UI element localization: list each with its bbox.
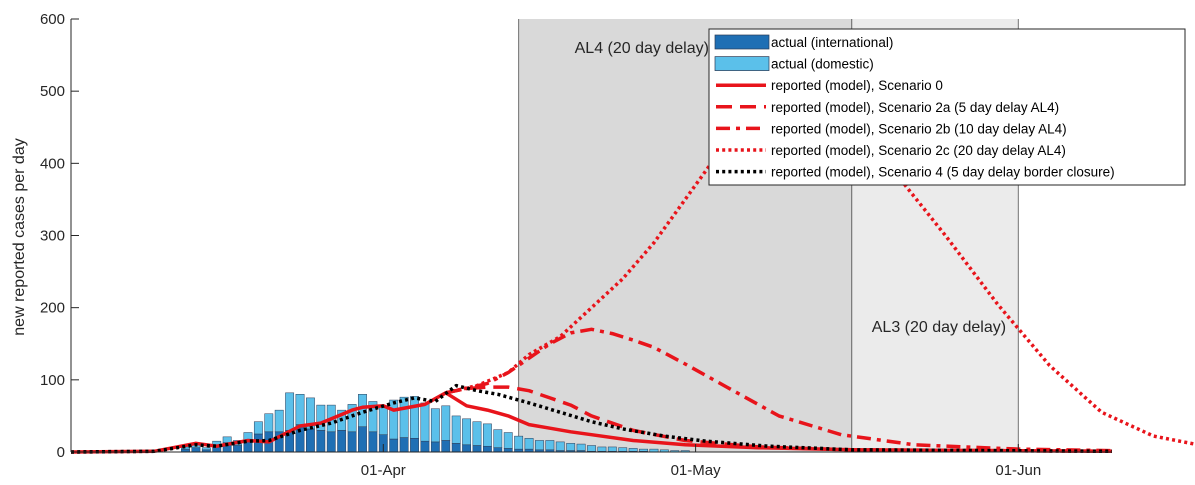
bar-domestic (430, 408, 440, 443)
bar-domestic (389, 399, 399, 440)
legend-label: reported (model), Scenario 2a (5 day del… (771, 100, 1059, 115)
bar-domestic (201, 447, 211, 451)
bar-international (493, 447, 503, 453)
legend-box (708, 28, 1186, 186)
legend-label: reported (model), Scenario 2b (10 day de… (771, 121, 1067, 136)
bar-international (451, 443, 461, 453)
bar-domestic (410, 396, 419, 439)
bar-international (233, 445, 242, 453)
line-scenario-0 (70, 391, 1113, 454)
bar-domestic (607, 446, 617, 452)
bar-domestic (368, 401, 378, 433)
region-label-al3: AL3 (20 day delay) (872, 319, 1006, 336)
bar-international (337, 430, 347, 453)
bar-domestic (566, 443, 576, 451)
bar-domestic (576, 443, 586, 451)
bar-domestic (514, 435, 524, 450)
bar-international (482, 445, 492, 453)
x-tick-label: 01-May (671, 462, 722, 479)
bar-international (462, 444, 471, 453)
legend-label: actual (international) (771, 35, 893, 50)
bar-domestic (358, 394, 367, 427)
bar-international (420, 440, 430, 453)
bar-domestic (628, 448, 638, 452)
bar-domestic (503, 432, 513, 449)
bar-domestic (295, 394, 305, 425)
y-tick-label: 600 (40, 11, 65, 28)
bar-domestic (639, 448, 648, 452)
bar-international (347, 431, 357, 453)
y-tick-label: 300 (40, 228, 65, 245)
bar-domestic (597, 446, 607, 452)
y-tick-label: 400 (40, 155, 65, 172)
bar-domestic (274, 409, 284, 433)
bar-domestic (399, 396, 409, 438)
bar-domestic (316, 404, 326, 431)
bar-international (472, 445, 482, 453)
bar-international (358, 426, 367, 453)
bar-international (399, 437, 409, 453)
y-tick-label: 0 (57, 444, 65, 461)
bar-domestic (587, 445, 596, 452)
bar-international (306, 428, 315, 453)
legend-label: reported (model), Scenario 4 (5 day dela… (771, 165, 1115, 180)
legend-label: reported (model), Scenario 2c (20 day de… (771, 143, 1066, 158)
legend-swatch (714, 56, 770, 71)
bar-international (389, 438, 399, 453)
bar-domestic (451, 415, 461, 444)
y-tick-label: 200 (40, 300, 65, 317)
bar-domestic (222, 436, 232, 443)
axes: 0 100 200 300 400 500 600 01-Apr 01-May 01-Jun (40, 11, 1112, 479)
bar-international (316, 430, 326, 453)
bar-international (191, 447, 201, 453)
bar-international (368, 431, 378, 453)
bar-domestic (472, 421, 482, 446)
bar-domestic (253, 421, 263, 435)
bar-international (503, 448, 513, 453)
line-scenario-2b (445, 327, 1113, 453)
bar-international (326, 431, 336, 453)
bar-domestic (285, 392, 295, 431)
legend-label: reported (model), Scenario 0 (771, 78, 943, 93)
x-tick-label: 01-Apr (361, 462, 406, 479)
bar-domestic (378, 405, 388, 435)
bar-domestic (441, 405, 451, 441)
region-label-al4: AL4 (20 day delay) (575, 40, 709, 57)
y-axis-label: new reported cases per day (11, 138, 28, 335)
bar-international (441, 440, 451, 453)
bar-domestic (420, 402, 430, 442)
bar-international (410, 438, 419, 453)
bar-domestic (482, 423, 492, 447)
bar-domestic (618, 447, 628, 452)
legend-label: actual (domestic) (771, 57, 874, 72)
line-scenario-4 (70, 383, 1113, 454)
y-tick-label: 500 (40, 83, 65, 100)
legend-swatch (714, 34, 770, 50)
bar-domestic (524, 438, 534, 450)
legend: actual (international) actual (domestic) r… (708, 28, 1186, 186)
bar-domestic (264, 413, 274, 433)
bar-international (430, 441, 440, 453)
bar-domestic (462, 418, 471, 446)
x-tick-label: 01-Jun (995, 462, 1041, 479)
bar-domestic (535, 440, 544, 451)
bar-domestic (555, 441, 565, 451)
y-tick-label: 100 (40, 372, 65, 389)
bar-domestic (545, 440, 555, 451)
bar-domestic (493, 429, 503, 448)
